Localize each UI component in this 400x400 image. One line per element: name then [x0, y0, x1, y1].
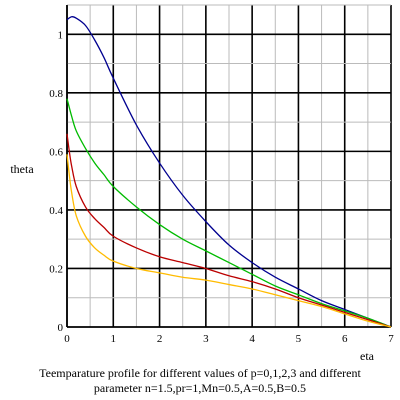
- x-tick-label: 2: [157, 333, 163, 345]
- y-tick-label: 1: [58, 29, 64, 41]
- caption-line-2: parameter n=1.5,pr=1,Mn=0.5,A=0.5,B=0.5: [93, 381, 307, 395]
- caption: Teemparature profile for different value…: [0, 366, 400, 396]
- x-tick-label: 7: [388, 333, 394, 345]
- y-tick-label: 0.4: [49, 205, 63, 217]
- caption-line-1: Teemparature profile for different value…: [39, 366, 361, 380]
- x-tick-label: 6: [342, 333, 348, 345]
- series-line-3: [66, 133, 392, 328]
- x-tick-label: 3: [203, 333, 209, 345]
- y-tick-label: 0.6: [49, 146, 63, 158]
- y-axis-label: theta: [10, 162, 34, 176]
- y-tick-label: 0: [58, 322, 64, 334]
- series-line-1: [66, 15, 392, 328]
- x-axis-label: eta: [360, 349, 375, 363]
- y-tick-label: 0.2: [49, 263, 63, 275]
- series-layer: [66, 15, 392, 328]
- chart-area: 0 1 2 3 4 5 6 7 0 0.2 0.4 0.6 0.8 1 eta theta: [10, 4, 394, 363]
- y-tick-label: 0.8: [49, 88, 63, 100]
- x-tick-label: 1: [111, 333, 117, 345]
- series-line-4: [66, 154, 392, 328]
- x-tick-label: 0: [64, 333, 70, 345]
- tick-labels: 0 1 2 3 4 5 6 7 0 0.2 0.4 0.6 0.8 1: [49, 29, 394, 345]
- x-tick-label: 4: [249, 333, 255, 345]
- grid: [66, 4, 392, 328]
- x-tick-label: 5: [296, 333, 302, 345]
- series-line-2: [66, 98, 392, 328]
